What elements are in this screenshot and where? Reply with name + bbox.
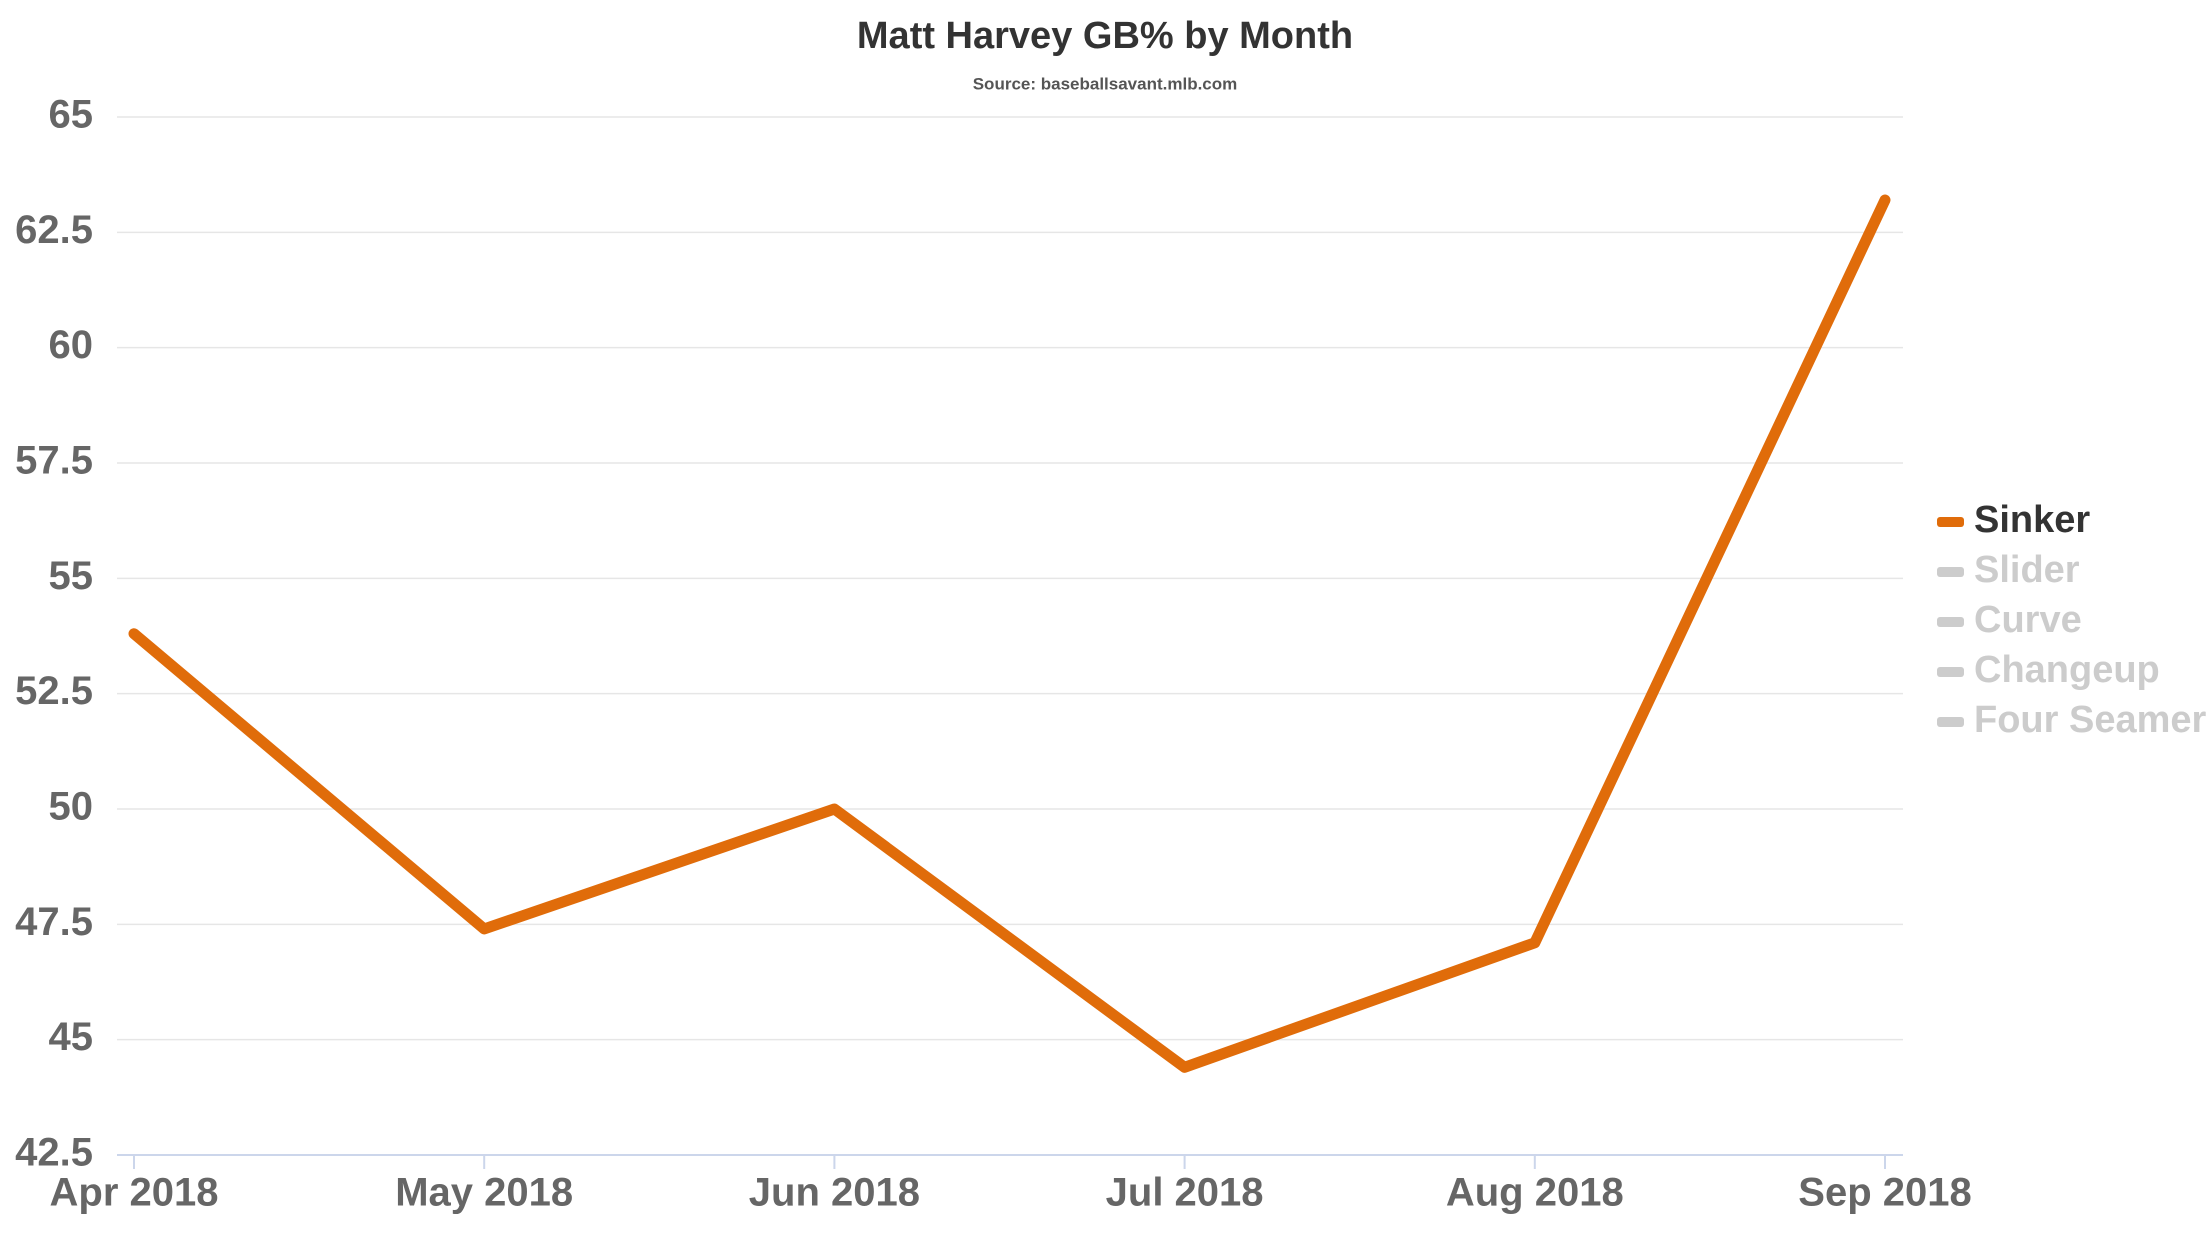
legend-swatch — [1937, 617, 1964, 627]
y-tick-label: 60 — [49, 323, 94, 367]
legend-label: Four Seamer — [1974, 699, 2207, 741]
y-tick-label: 57.5 — [15, 439, 93, 483]
y-tick-label: 55 — [49, 554, 94, 598]
x-tick-label: Aug 2018 — [1446, 1171, 1624, 1215]
chart-title: Matt Harvey GB% by Month — [857, 15, 1353, 57]
legend-label: Curve — [1974, 599, 2082, 641]
chart-subtitle: Source: baseballsavant.mlb.com — [973, 74, 1238, 93]
y-tick-label: 50 — [49, 785, 94, 829]
y-tick-label: 45 — [49, 1015, 94, 1059]
y-tick-label: 65 — [49, 93, 94, 137]
y-tick-label: 62.5 — [15, 208, 93, 252]
y-tick-label: 42.5 — [15, 1131, 93, 1175]
x-tick-label: Sep 2018 — [1798, 1171, 1971, 1215]
legend-label: Changeup — [1974, 649, 2160, 691]
x-tick-label: Jul 2018 — [1106, 1171, 1264, 1215]
legend-swatch — [1937, 517, 1964, 527]
legend-label: Slider — [1974, 549, 2080, 591]
legend-swatch — [1937, 717, 1964, 727]
y-tick-label: 52.5 — [15, 669, 93, 713]
legend-swatch — [1937, 567, 1964, 577]
x-tick-label: May 2018 — [395, 1171, 573, 1215]
legend-label: Sinker — [1974, 499, 2090, 541]
x-tick-label: Apr 2018 — [50, 1171, 219, 1215]
data-line — [128, 194, 1891, 1073]
x-tick-label: Jun 2018 — [749, 1171, 920, 1215]
y-tick-label: 47.5 — [15, 900, 93, 944]
legend-swatch — [1937, 667, 1964, 677]
